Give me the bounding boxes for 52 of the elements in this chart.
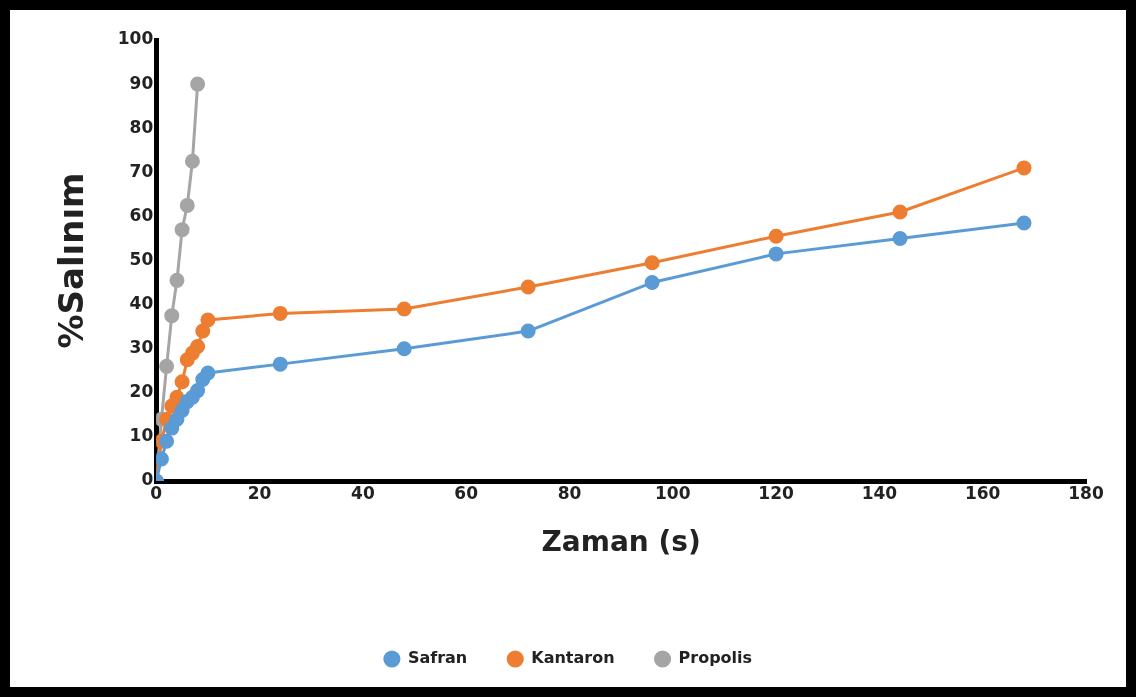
point [272, 356, 288, 372]
point [179, 197, 195, 213]
point [159, 433, 175, 449]
x-tick-label: 100 [655, 482, 691, 503]
y-tick-label: 90 [129, 72, 154, 93]
y-tick-label: 40 [129, 293, 154, 314]
point [195, 323, 211, 339]
point [644, 255, 660, 271]
point [892, 204, 908, 220]
y-tick-label: 80 [129, 116, 154, 137]
point [164, 308, 180, 324]
x-tick-label: 20 [247, 482, 272, 503]
point [1016, 160, 1032, 176]
point [159, 358, 175, 374]
x-tick-label: 80 [557, 482, 582, 503]
point [768, 228, 784, 244]
point [174, 222, 190, 238]
point [396, 301, 412, 317]
point [768, 246, 784, 262]
point [190, 383, 206, 399]
x-tick-label: 60 [454, 482, 479, 503]
point [200, 365, 216, 381]
y-tick-label: 10 [129, 425, 154, 446]
legend-label: Kantaron [531, 648, 615, 668]
point [892, 230, 908, 246]
x-tick-label: 140 [861, 482, 898, 503]
point [190, 339, 206, 354]
x-tick-label: 40 [351, 482, 375, 503]
x-tick-label: 160 [964, 482, 1001, 503]
point [520, 279, 536, 295]
y-tick-label: 70 [129, 160, 154, 181]
y-tick-label: 20 [129, 381, 154, 402]
point [184, 153, 200, 169]
legend-label: Propolis [678, 648, 753, 668]
y-axis-title: %Salınım [51, 172, 92, 349]
point [272, 305, 288, 321]
y-tick-label: 30 [129, 337, 154, 358]
x-axis-title: Zaman (s) [541, 525, 701, 559]
legend-label: Safran [407, 648, 468, 668]
point [1016, 215, 1032, 231]
point [174, 374, 190, 390]
point [520, 323, 536, 339]
point [190, 76, 206, 92]
point [200, 312, 216, 328]
y-tick-label: 50 [129, 248, 154, 269]
point [644, 275, 660, 291]
point [169, 272, 185, 288]
point [396, 341, 412, 357]
x-tick-label: 180 [1068, 482, 1104, 503]
y-tick-label: 100 [117, 28, 154, 49]
y-tick-label: 60 [129, 204, 154, 225]
x-tick-label: 120 [758, 482, 794, 503]
